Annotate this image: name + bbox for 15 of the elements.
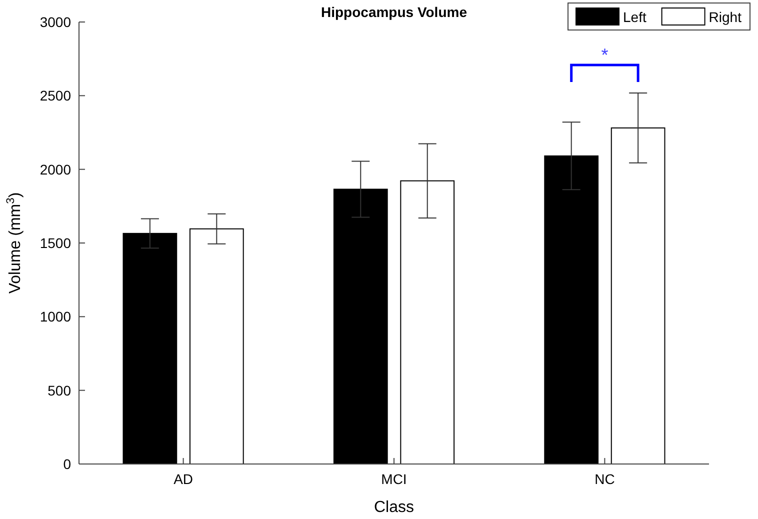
chart-title: Hippocampus Volume: [321, 4, 468, 20]
annotation: *: [601, 45, 608, 66]
y-tick-label: 1000: [40, 308, 72, 325]
x-tick-label: MCI: [381, 471, 407, 487]
y-tick-label: 1500: [40, 235, 72, 251]
x-tick-label: NC: [594, 471, 615, 487]
y-tick-label: 3000: [40, 14, 72, 30]
y-tick-label: 500: [48, 382, 72, 398]
y-tick-label: 0: [63, 456, 72, 472]
legend-label: Left: [623, 9, 646, 25]
x-tick-label: AD: [174, 471, 194, 487]
legend-label: Right: [708, 9, 742, 25]
y-tick-label: 2500: [40, 88, 72, 104]
y-tick-label: 2000: [40, 161, 72, 178]
x-axis-title: Class: [374, 499, 414, 516]
